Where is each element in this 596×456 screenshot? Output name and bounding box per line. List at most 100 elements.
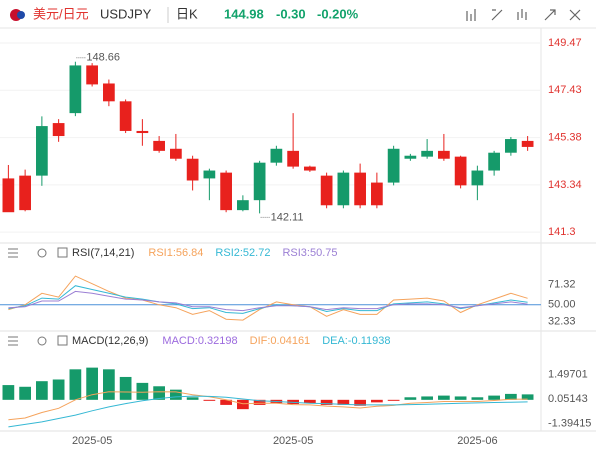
y-tick-label: 141.3 <box>548 226 576 238</box>
close-icon[interactable] <box>569 9 581 21</box>
histogram-bar <box>153 386 165 400</box>
period[interactable]: 日K <box>176 6 198 21</box>
y-tick-label: -1.39415 <box>548 417 591 429</box>
legend-entry: DEA:-0.11938 <box>322 335 390 347</box>
toggle-icon[interactable] <box>57 335 68 346</box>
histogram-bar <box>2 385 15 400</box>
x-tick-label: 2025-05 <box>72 435 112 447</box>
series-line <box>8 391 528 421</box>
histogram-bar <box>19 386 31 400</box>
indicator-icon[interactable] <box>466 9 476 21</box>
histogram-bar <box>203 399 216 401</box>
histogram-bar <box>36 381 48 400</box>
histogram-bar <box>69 369 82 400</box>
y-tick-label: 147.43 <box>548 84 582 96</box>
y-tick-label: 1.49701 <box>548 368 588 380</box>
pair-name: 美元/日元 <box>33 6 89 21</box>
candle-body <box>421 150 433 157</box>
series-line <box>8 290 528 312</box>
y-tick-label: 143.34 <box>548 179 582 191</box>
price: 144.98 <box>224 6 264 21</box>
candle-body <box>69 65 82 114</box>
histogram-bar <box>488 395 500 400</box>
histogram-bar <box>86 367 98 400</box>
candle-body <box>170 148 182 159</box>
histogram-bar <box>438 395 450 400</box>
candle-body <box>354 172 366 206</box>
histogram-bar <box>371 399 383 403</box>
histogram-bar <box>237 399 249 410</box>
candle-body <box>438 150 450 159</box>
candle-body <box>186 158 199 181</box>
candle-body <box>304 166 316 171</box>
legend-entry: RSI1:56.84 <box>148 247 203 259</box>
candle-body <box>454 156 467 186</box>
candle-body <box>521 140 534 147</box>
histogram-bar <box>119 376 132 400</box>
histogram-bar <box>421 396 433 400</box>
candle-body <box>2 178 15 213</box>
candle-body <box>320 175 333 206</box>
flag-icon <box>17 11 25 19</box>
y-tick-label: 50.00 <box>548 299 576 311</box>
y-tick-label: 149.47 <box>548 37 582 49</box>
candle-body <box>337 172 350 206</box>
histogram-bar <box>253 399 266 405</box>
menu-icon[interactable] <box>8 336 18 346</box>
candle-body <box>136 130 149 134</box>
draw-icon[interactable] <box>491 9 503 21</box>
candle-body <box>52 123 65 137</box>
settings-icon[interactable] <box>37 336 47 346</box>
histogram-bar <box>521 394 534 400</box>
candle-body <box>119 101 132 131</box>
histogram-bar <box>170 389 182 400</box>
symbol: USDJPY <box>100 6 152 21</box>
candle-body <box>36 126 48 176</box>
histogram-bar <box>354 399 366 406</box>
candle-icon[interactable] <box>517 9 527 20</box>
histogram-bar <box>220 399 232 405</box>
candle-body <box>237 200 249 211</box>
series-line <box>8 395 528 428</box>
legend-entry: DIF:0.04161 <box>250 335 311 347</box>
candle-body <box>103 83 115 102</box>
candle-body <box>253 162 266 201</box>
histogram-bar <box>320 399 333 405</box>
settings-icon[interactable] <box>37 248 47 258</box>
change: -0.30 <box>276 6 306 21</box>
histogram-bar <box>471 397 484 400</box>
change-pct: -0.20% <box>317 6 359 21</box>
x-tick-label: 2025-05 <box>273 435 313 447</box>
y-tick-label: 32.33 <box>548 316 576 328</box>
candle-body <box>220 172 232 211</box>
histogram-bar <box>337 399 350 405</box>
legend-entry: MACD:0.32198 <box>162 335 237 347</box>
candle-body <box>287 150 299 167</box>
indicator-title: MACD(12,26,9) <box>72 335 148 347</box>
indicator-title: RSI(7,14,21) <box>72 247 134 259</box>
candle-body <box>471 170 484 186</box>
candle-body <box>404 155 417 159</box>
x-tick-label: 2025-06 <box>457 435 497 447</box>
y-tick-label: 71.32 <box>548 278 576 290</box>
extreme-label: 142.11 <box>271 211 304 223</box>
histogram-bar <box>52 379 65 400</box>
candle-body <box>19 175 31 211</box>
candle-body <box>371 182 383 206</box>
candle-body <box>505 139 517 153</box>
histogram-bar <box>304 399 316 404</box>
histogram-bar <box>103 369 115 400</box>
candle-body <box>86 65 98 85</box>
menu-icon[interactable] <box>8 248 18 258</box>
extreme-label: 148.66 <box>86 52 120 64</box>
candle-body <box>203 170 216 179</box>
expand-icon[interactable] <box>544 9 556 21</box>
candle-body <box>270 148 283 163</box>
y-tick-label: 0.05143 <box>548 393 588 405</box>
toggle-icon[interactable] <box>57 247 68 258</box>
legend-entry: RSI2:52.72 <box>215 247 270 259</box>
series-line <box>8 275 528 321</box>
candle-body <box>488 152 500 171</box>
